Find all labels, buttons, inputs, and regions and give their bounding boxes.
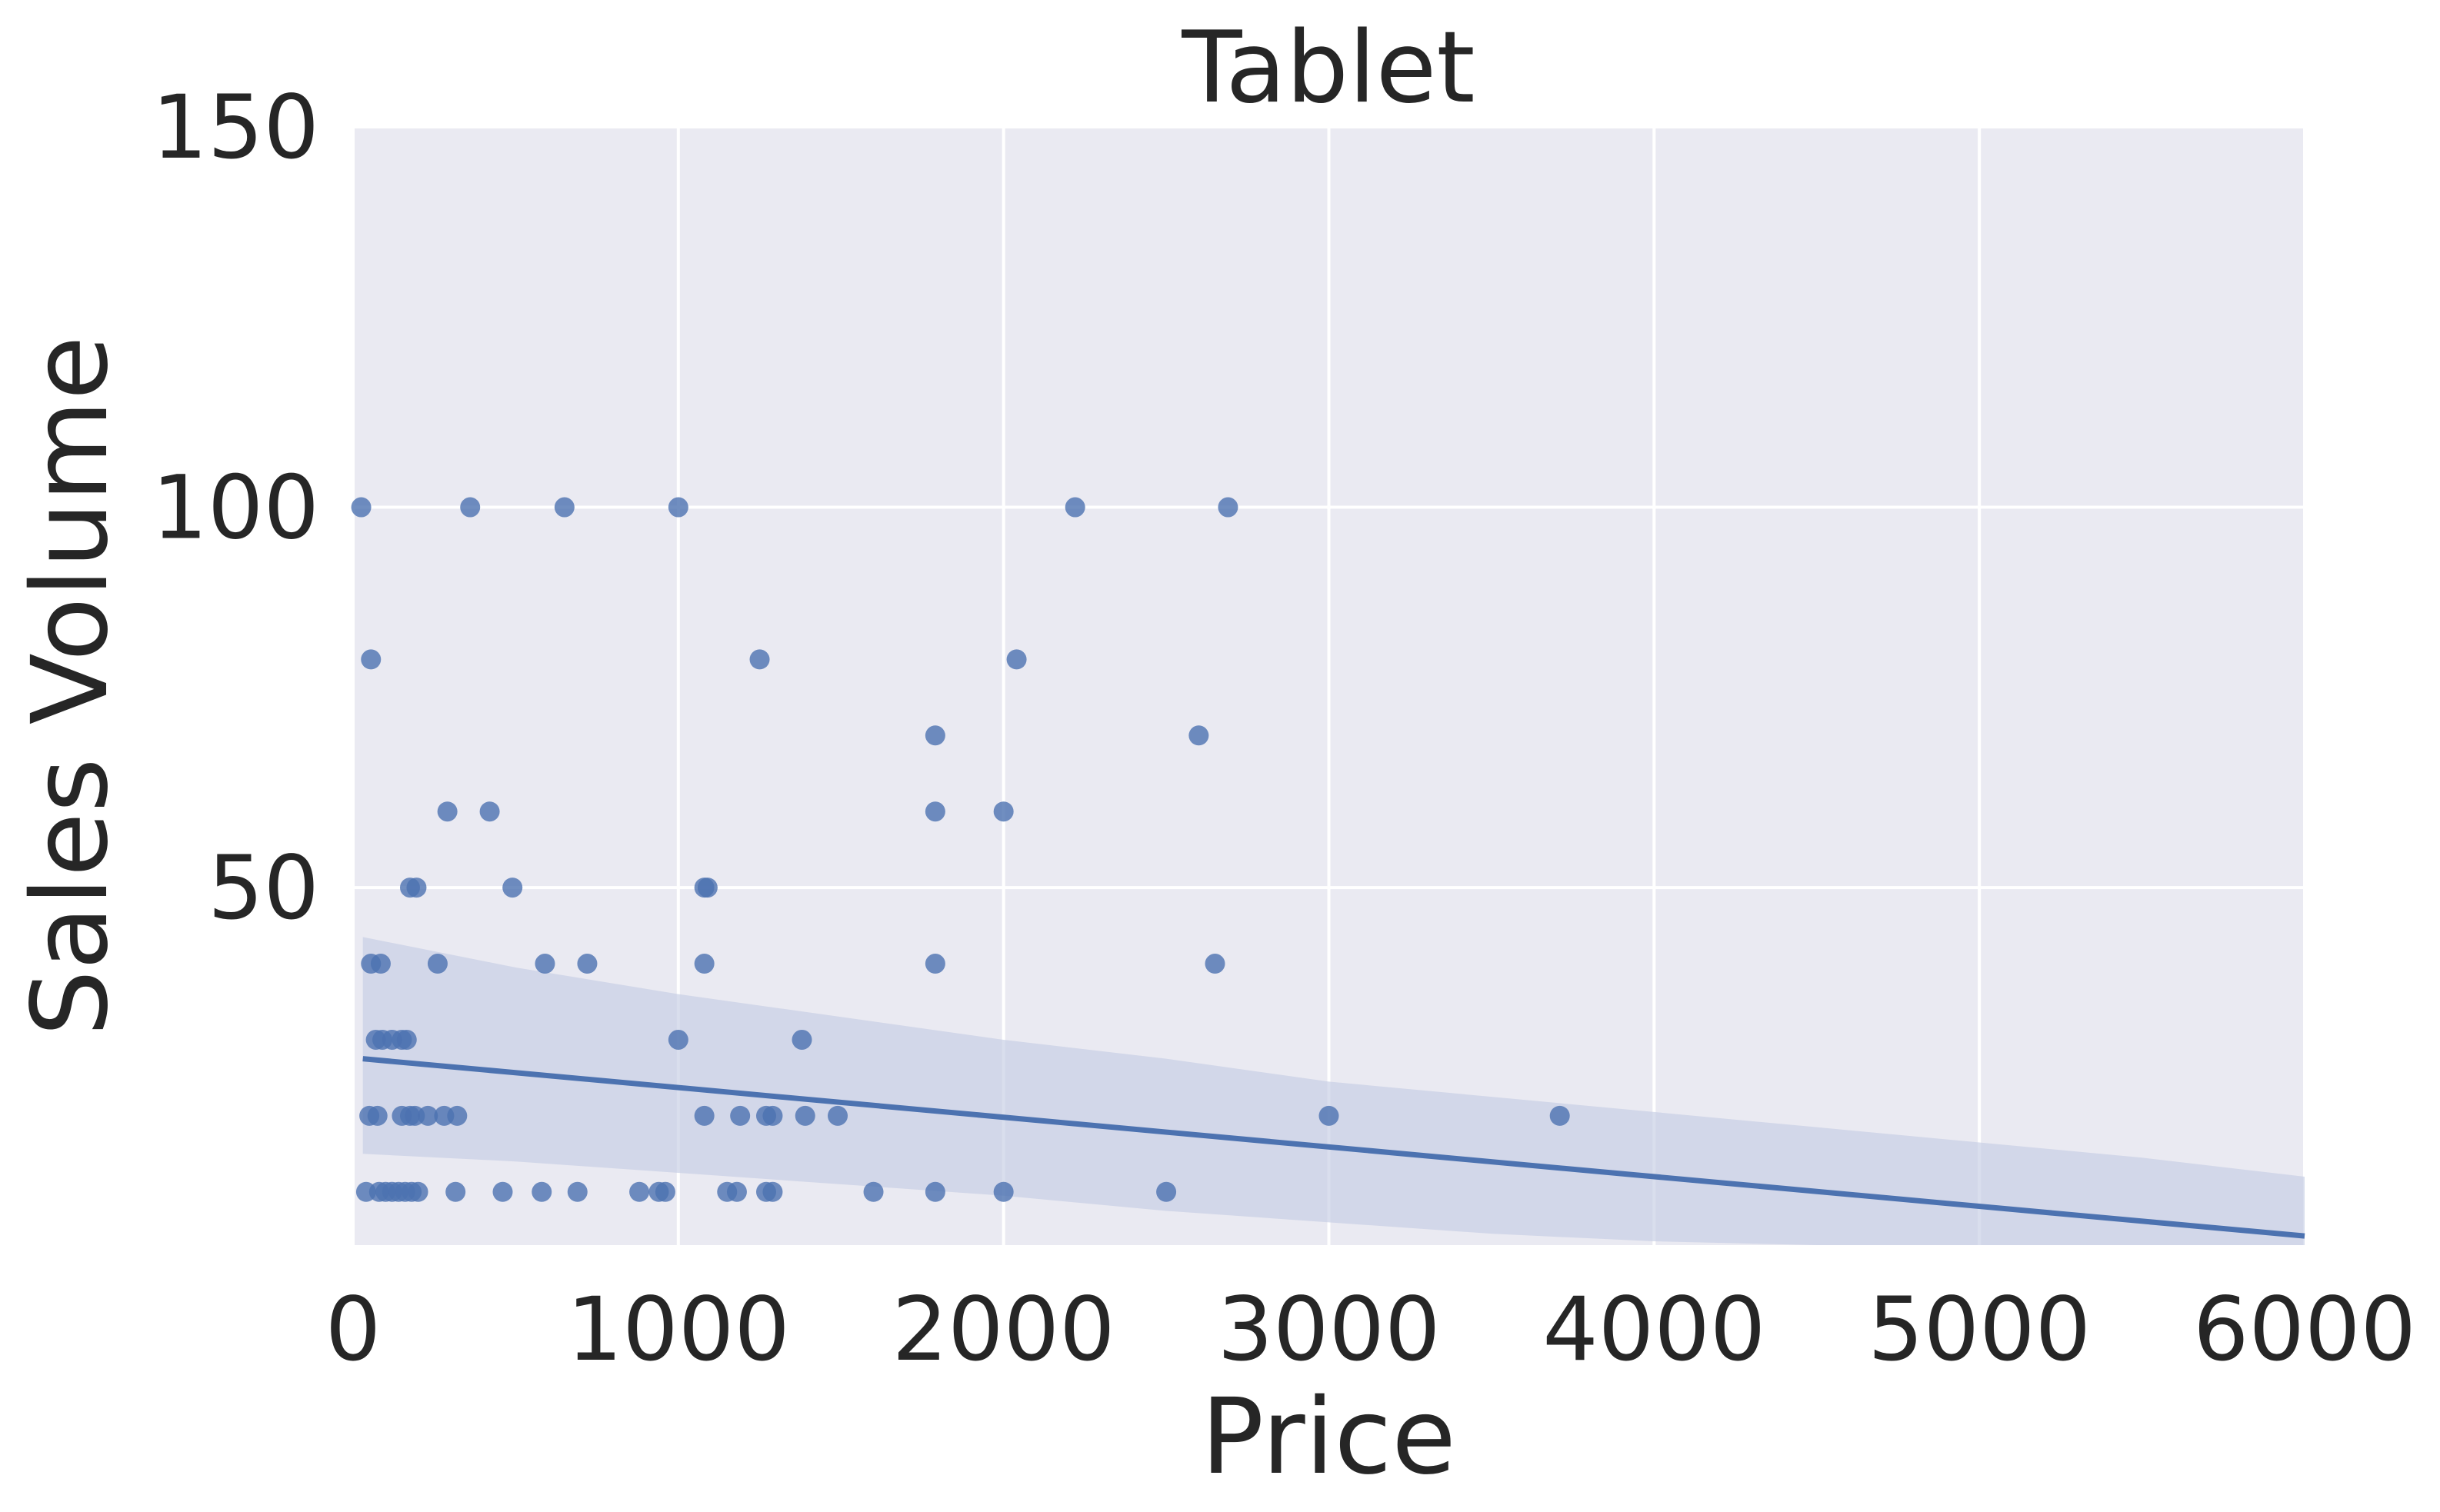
data-point bbox=[925, 954, 945, 974]
data-point bbox=[427, 954, 448, 974]
data-point bbox=[445, 1181, 466, 1202]
data-point bbox=[655, 1181, 675, 1202]
data-point bbox=[863, 1181, 884, 1202]
data-point bbox=[629, 1181, 650, 1202]
data-point bbox=[447, 1105, 468, 1126]
y-tick-label: 100 bbox=[152, 457, 319, 559]
data-point bbox=[1205, 954, 1225, 974]
data-point bbox=[361, 649, 382, 670]
data-point bbox=[535, 954, 555, 974]
data-point bbox=[694, 954, 715, 974]
data-point bbox=[993, 801, 1014, 822]
data-point bbox=[1549, 1105, 1570, 1126]
data-point bbox=[925, 801, 945, 822]
data-point bbox=[479, 801, 500, 822]
chart-title: Tablet bbox=[1181, 11, 1475, 125]
confidence-band bbox=[362, 937, 2305, 1245]
data-point bbox=[554, 497, 575, 518]
data-point bbox=[762, 1181, 783, 1202]
x-tick-label: 1000 bbox=[567, 1278, 790, 1380]
data-point bbox=[668, 1029, 688, 1050]
data-point bbox=[726, 1181, 747, 1202]
data-point bbox=[925, 725, 945, 746]
data-point bbox=[730, 1105, 751, 1126]
x-tick-label: 3000 bbox=[1217, 1278, 1440, 1380]
data-point bbox=[668, 497, 688, 518]
data-point bbox=[567, 1181, 588, 1202]
data-point bbox=[1065, 497, 1085, 518]
data-point bbox=[795, 1105, 815, 1126]
data-point bbox=[1188, 725, 1209, 746]
x-axis-title: Price bbox=[1201, 1377, 1456, 1498]
data-point bbox=[370, 954, 391, 974]
data-point bbox=[694, 1105, 715, 1126]
data-point bbox=[492, 1181, 513, 1202]
data-point bbox=[406, 878, 427, 898]
data-point bbox=[437, 801, 458, 822]
data-point bbox=[1156, 1181, 1177, 1202]
regression-line-layer bbox=[362, 1056, 2305, 1239]
y-axis-title: Sales Volume bbox=[10, 335, 132, 1036]
data-point bbox=[828, 1105, 848, 1126]
data-point bbox=[460, 497, 481, 518]
data-point bbox=[408, 1181, 428, 1202]
data-point bbox=[502, 878, 523, 898]
x-tick-label: 0 bbox=[325, 1278, 382, 1380]
data-point bbox=[1218, 497, 1238, 518]
data-point bbox=[577, 954, 598, 974]
scatter-points bbox=[351, 497, 1570, 1202]
data-point bbox=[749, 649, 770, 670]
y-tick-label: 150 bbox=[152, 76, 319, 178]
data-point bbox=[925, 1181, 945, 1202]
y-tick-labels: 50 100 150 bbox=[152, 76, 319, 939]
data-point bbox=[697, 878, 718, 898]
x-tick-labels: 0 1000 2000 3000 4000 5000 6000 bbox=[325, 1278, 2416, 1380]
data-point bbox=[532, 1181, 552, 1202]
confidence-band-layer bbox=[362, 937, 2305, 1245]
regression-line bbox=[362, 1056, 2305, 1239]
x-tick-label: 6000 bbox=[2193, 1278, 2416, 1380]
data-point bbox=[993, 1181, 1014, 1202]
data-point bbox=[351, 497, 372, 518]
data-point bbox=[792, 1029, 812, 1050]
x-tick-label: 2000 bbox=[892, 1278, 1115, 1380]
data-point bbox=[418, 1105, 438, 1126]
data-point bbox=[396, 1029, 417, 1050]
x-tick-label: 5000 bbox=[1868, 1278, 2091, 1380]
y-tick-label: 50 bbox=[208, 837, 319, 939]
data-point bbox=[762, 1105, 783, 1126]
data-point bbox=[1318, 1105, 1339, 1126]
data-point bbox=[367, 1105, 388, 1126]
x-tick-label: 4000 bbox=[1542, 1278, 1765, 1380]
data-point bbox=[1006, 649, 1027, 670]
